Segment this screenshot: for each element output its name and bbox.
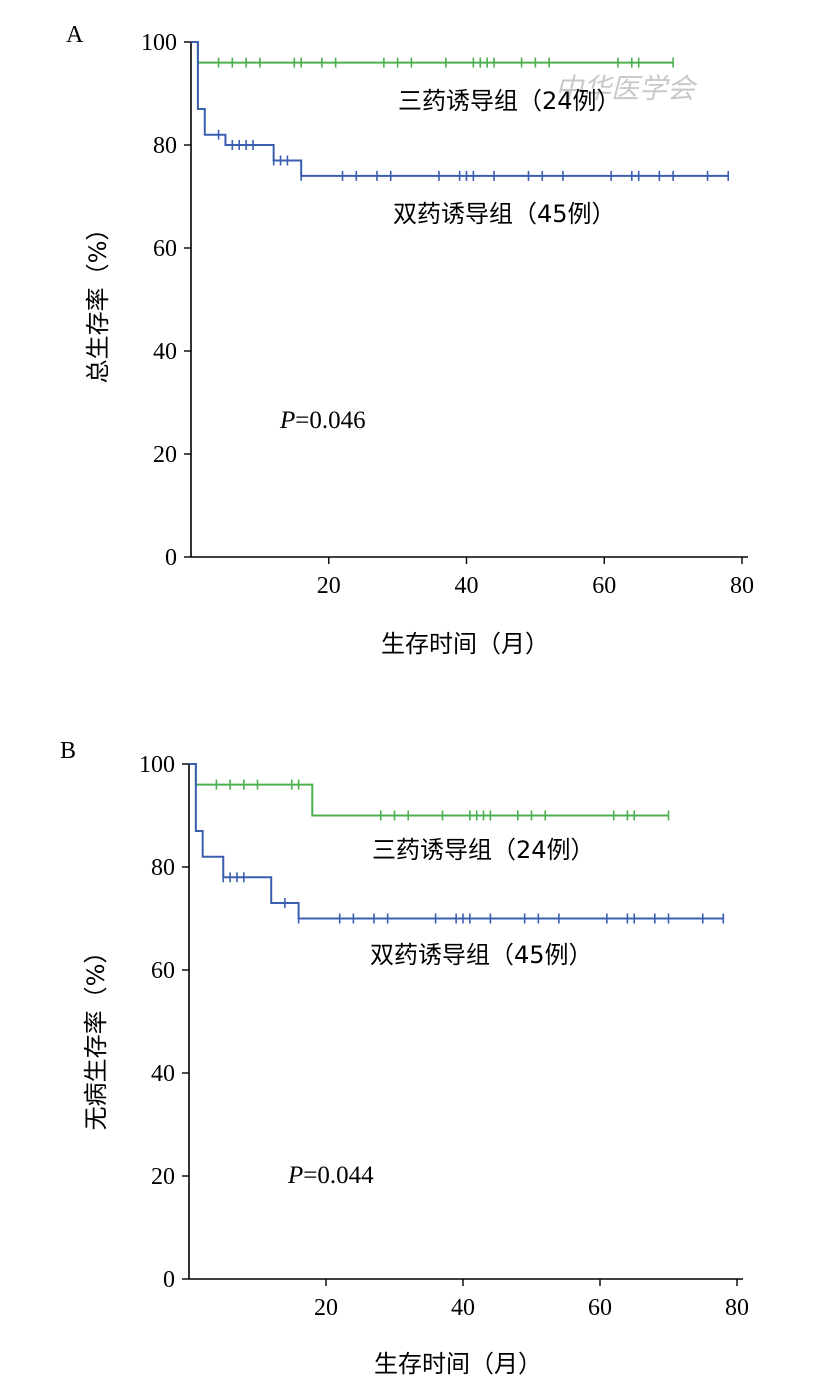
panel-a-p-value: P=0.046 <box>279 407 366 434</box>
panel-b-label-triple: 三药诱导组（24例） <box>372 836 595 864</box>
panel-b-x-tick-label: 80 <box>725 1295 749 1321</box>
panel-b-x-tick-label: 60 <box>588 1295 612 1321</box>
panel-a-x-tick-label: 20 <box>317 573 341 599</box>
panel-a-series-2-curve <box>191 41 729 177</box>
panel-a-y-tick-label: 60 <box>153 236 177 262</box>
panel-b-y-tick-label: 0 <box>163 1267 175 1293</box>
panel-b-p-symbol: P <box>287 1162 303 1189</box>
panel-a-y-tick-label: 20 <box>153 442 177 468</box>
panel-a-y-tick-label: 100 <box>141 30 177 56</box>
panel-a-x-axis-title: 生存时间（月） <box>381 630 549 658</box>
panel-a-y-tick-label: 40 <box>153 339 177 365</box>
panel-b-x-tick-label: 40 <box>451 1295 475 1321</box>
panel-b-x-tick-label: 20 <box>314 1295 338 1321</box>
panel-a-y-tick-label: 80 <box>153 133 177 159</box>
panel-a-x-tick-label: 80 <box>730 573 754 599</box>
panel-b-series-1-curve <box>189 763 669 817</box>
panel-a-y-tick-label: 0 <box>165 545 177 571</box>
panel-b-series-2-curve <box>189 763 724 920</box>
panel-a: A 0 20 40 60 80 100 20 40 60 80 总生存率（%） 生存时间（月） 三… <box>66 22 754 658</box>
panel-b-y-tick-label: 40 <box>151 1061 175 1087</box>
panel-a-label-triple: 三药诱导组（24例） <box>398 87 621 115</box>
panel-a-y-axis-title: 总生存率（%） <box>84 217 112 384</box>
panel-b-y-axis-title: 无病生存率（%） <box>82 940 110 1131</box>
panel-a-p-symbol: P <box>279 407 295 434</box>
panel-b-y-tick-label: 80 <box>151 855 175 881</box>
panel-b-p-value: P=0.044 <box>287 1162 374 1189</box>
panel-b-y-tick-label: 100 <box>139 752 175 778</box>
panel-b-y-tick-label: 20 <box>151 1164 175 1190</box>
panel-a-plot: 0 20 40 60 80 100 20 40 60 80 <box>141 30 754 599</box>
watermark: 中华医学会 <box>555 72 698 105</box>
panel-b-plot: 0 20 40 60 80 100 20 40 60 80 <box>139 752 749 1321</box>
panel-a-letter: A <box>66 22 84 48</box>
panel-b-label-double: 双药诱导组（45例） <box>370 941 593 969</box>
panel-a-p-number: =0.046 <box>295 407 365 434</box>
panel-b-letter: B <box>60 738 76 764</box>
panel-a-series-1-curve <box>191 41 674 64</box>
panel-a-label-double: 双药诱导组（45例） <box>393 200 616 228</box>
panel-b-p-number: =0.044 <box>303 1162 374 1189</box>
panel-b-x-axis-title: 生存时间（月） <box>374 1350 542 1378</box>
panel-b-y-tick-label: 60 <box>151 958 175 984</box>
panel-a-x-tick-label: 60 <box>592 573 616 599</box>
panel-a-x-tick-label: 40 <box>455 573 479 599</box>
